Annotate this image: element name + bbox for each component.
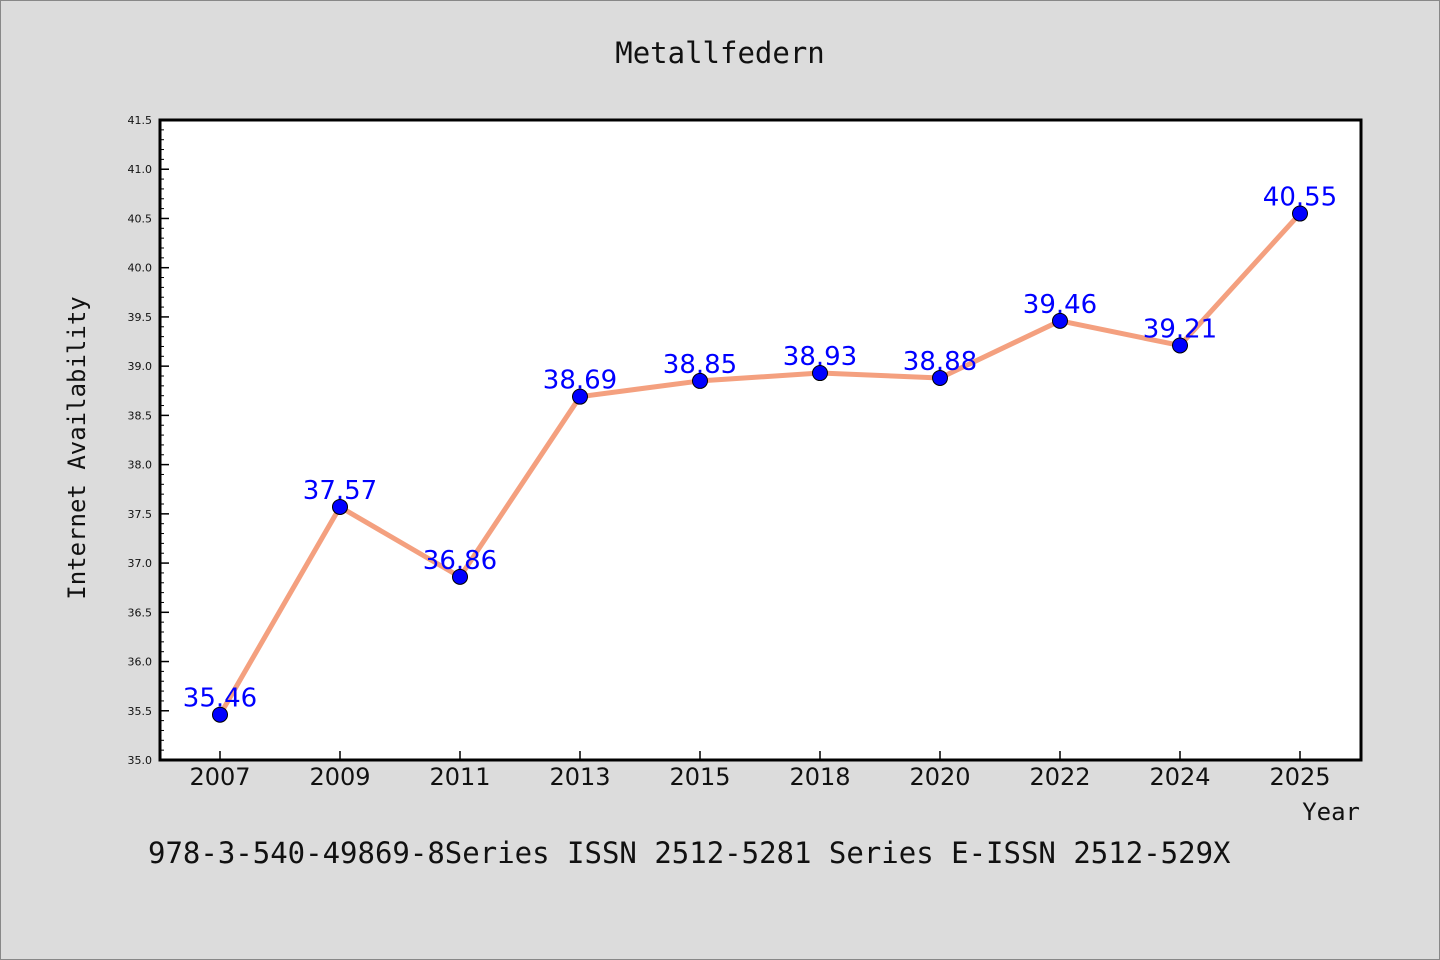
y-tick-label: 35.5 (128, 705, 153, 718)
y-tick-label: 38.5 (128, 409, 153, 422)
data-point (1292, 205, 1308, 222)
x-tick-label: 2020 (909, 763, 970, 791)
data-point (932, 369, 948, 386)
x-axis-label: Year (1302, 798, 1360, 826)
x-axis: 2007 2009 2011 2013 2015 2018 2020 2022 2024 2025 (189, 751, 1331, 791)
data-point (1172, 337, 1188, 354)
x-tick-label: 2011 (429, 763, 490, 791)
data-label: 40.55 (1263, 183, 1337, 213)
y-tick-label: 39.5 (128, 311, 153, 324)
data-label-group: 35.46 37.57 36.86 38.69 38.85 38.93 38.88 39.46… (183, 183, 1337, 714)
y-axis: 35.0 35.5 36.0 36.5 37.0 37.5 38.0 38.5 39.0 39.5… (128, 114, 169, 767)
y-tick-label: 36.5 (128, 606, 153, 619)
data-point (572, 388, 588, 405)
chart-title: Metallfedern (615, 36, 825, 70)
y-axis-label: Internet Availability (63, 296, 91, 599)
data-label: 39.21 (1143, 314, 1217, 344)
y-tick-label: 38.0 (128, 459, 153, 472)
data-point (332, 498, 348, 515)
y-tick-label: 35.0 (128, 754, 153, 767)
x-tick-label: 2007 (189, 763, 250, 791)
plot-area (158, 118, 1363, 762)
y-tick-label: 40.0 (128, 262, 153, 275)
y-tick-label: 41.0 (128, 163, 153, 176)
marker-group (212, 205, 1308, 723)
data-point (692, 372, 708, 389)
data-point (212, 706, 228, 723)
data-label: 38.88 (903, 347, 977, 377)
y-tick-label: 39.0 (128, 360, 153, 373)
data-label: 36.86 (423, 546, 497, 576)
x-tick-label: 2013 (549, 763, 610, 791)
x-tick-label: 2018 (789, 763, 850, 791)
x-tick-label: 2022 (1029, 763, 1090, 791)
data-point (452, 568, 468, 585)
footer-text: 978-3-540-49869-8Series ISSN 2512-5281 S… (148, 836, 1231, 870)
data-label: 37.57 (303, 476, 377, 506)
series-line (217, 211, 1303, 718)
y-tick-label: 37.0 (128, 557, 153, 570)
x-tick-label: 2015 (669, 763, 730, 791)
data-label: 38.85 (663, 350, 737, 380)
x-tick-label: 2009 (309, 763, 370, 791)
y-tick-label: 41.5 (128, 114, 153, 127)
data-point (1052, 312, 1068, 329)
y-tick-label: 36.0 (128, 656, 153, 669)
data-point (812, 365, 828, 382)
y-tick-label: 37.5 (128, 508, 153, 521)
series-line-group (217, 211, 1303, 718)
x-tick-label: 2024 (1149, 763, 1210, 791)
data-label: 38.69 (543, 366, 617, 396)
data-label: 38.93 (783, 342, 857, 372)
data-label: 35.46 (183, 684, 257, 714)
x-tick-label: 2025 (1269, 763, 1330, 791)
y-tick-label: 40.5 (128, 212, 153, 225)
data-label: 39.46 (1023, 290, 1097, 320)
